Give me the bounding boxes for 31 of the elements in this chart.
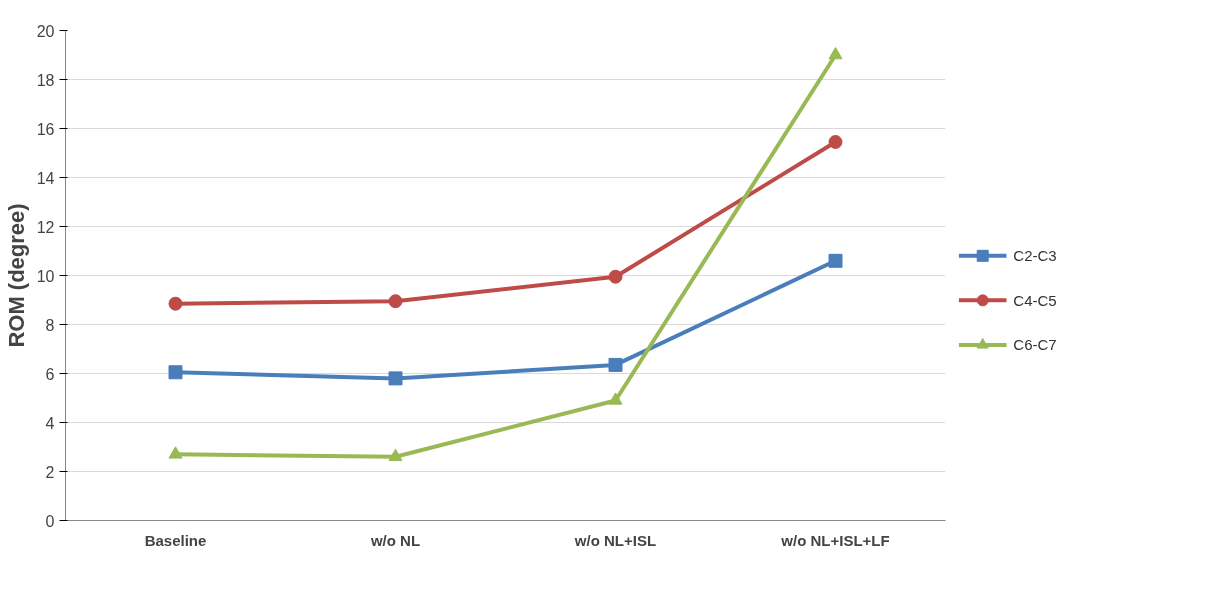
point — [828, 253, 843, 268]
legend-label: C6-C7 — [1013, 336, 1057, 354]
y-tick-label: 12 — [36, 218, 55, 236]
point — [388, 448, 403, 462]
point — [608, 269, 623, 284]
x-tick-label: Baseline — [144, 531, 207, 549]
point — [608, 392, 623, 405]
x-tick-label: w/o NL+ISL — [573, 531, 657, 549]
y-tick-label: 16 — [36, 120, 55, 138]
y-tick-label: 10 — [36, 267, 55, 285]
x-tick-label: w/o NL — [369, 531, 421, 549]
y-axis-title: ROM (degree) — [3, 203, 29, 348]
y-tick-label: 0 — [45, 512, 55, 530]
point — [388, 371, 403, 386]
y-tick-label: 18 — [36, 71, 55, 89]
legend-label: C4-C5 — [1013, 291, 1057, 309]
y-tick-label: 6 — [45, 365, 55, 383]
y-tick-label: 4 — [45, 414, 55, 432]
point — [828, 134, 843, 149]
point — [168, 446, 183, 459]
x-tick-label: w/o NL+ISL+LF — [780, 531, 890, 549]
point — [168, 365, 183, 380]
y-tick-label: 20 — [36, 22, 55, 40]
y-tick-label: 8 — [45, 316, 55, 334]
point — [608, 357, 623, 372]
point — [828, 46, 843, 60]
point — [388, 294, 403, 309]
y-tick-label: 14 — [36, 169, 55, 187]
legend-label: C2-C3 — [1013, 247, 1057, 265]
point — [168, 296, 183, 311]
y-tick-label: 2 — [45, 463, 55, 481]
